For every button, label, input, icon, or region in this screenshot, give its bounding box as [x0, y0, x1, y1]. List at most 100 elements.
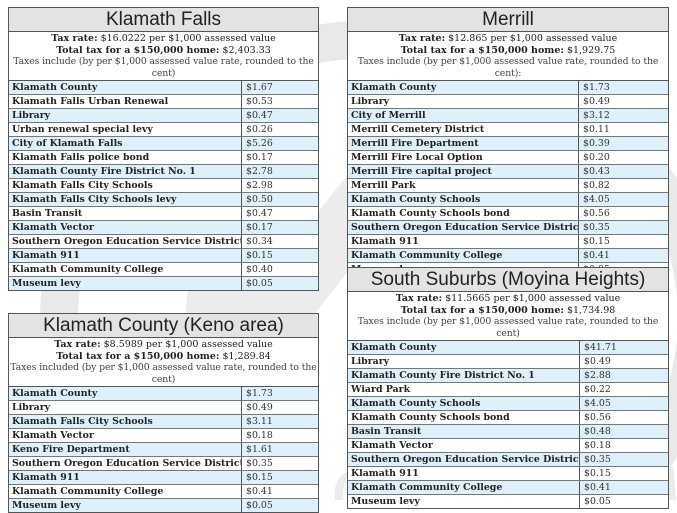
tax-rows: Klamath County $1.73 Library $0.49 Klamath F… — [9, 387, 318, 512]
table-row: Merrill Park $0.82 — [348, 179, 668, 193]
total-tax-value: $2,403.33 — [219, 44, 271, 56]
table-row: Klamath County Fire District No. 1 $2.88 — [348, 369, 668, 383]
table-row: Klamath County Schools bond $0.56 — [348, 207, 668, 221]
table-row: City of Merrill $3.12 — [348, 109, 668, 123]
taxing-district-name: Southern Oregon Education Service Distri… — [348, 453, 580, 466]
taxing-district-name: City of Merrill — [348, 109, 579, 122]
table-row: Klamath 911 $0.15 — [9, 249, 318, 263]
tax-rows: Klamath County $1.67 Klamath Falls Urban R… — [9, 81, 318, 290]
taxing-district-name: Merrill Fire Department — [348, 137, 579, 150]
taxing-district-name: Klamath County Schools — [348, 193, 579, 206]
tax-rate-label: Tax rate: — [398, 33, 446, 44]
taxing-district-name: Klamath Community College — [348, 249, 579, 262]
taxing-district-name: Klamath County Schools bond — [348, 411, 580, 424]
table-row: Southern Oregon Education Service Distri… — [9, 235, 318, 249]
taxing-district-name: Wiard Park — [348, 383, 580, 396]
tax-rate-amount: $0.34 — [246, 236, 273, 247]
table-keno-area: Klamath County (Keno area) Tax rate: $8.… — [8, 313, 319, 513]
total-tax-value: $1,929.75 — [563, 44, 616, 56]
taxing-district-name: Library — [348, 95, 579, 108]
tax-summary: Tax rate: $8.5989 per $1,000 assessed va… — [9, 338, 318, 387]
table-row: Klamath County Schools $4.05 — [348, 397, 668, 411]
tax-rate-amount: $0.82 — [583, 180, 610, 191]
table-row: Southern Oregon Education Service Distri… — [348, 453, 668, 467]
tax-rate-amount: $0.41 — [246, 486, 273, 497]
tax-rate-amount: $0.05 — [584, 496, 611, 507]
taxing-district-name: Klamath County — [348, 341, 580, 354]
taxing-district-name: Basin Transit — [9, 207, 242, 220]
taxing-district-name: Museum levy — [348, 495, 580, 508]
tax-rate-amount: $0.35 — [246, 458, 273, 469]
tax-rate-amount: $0.49 — [583, 96, 610, 107]
tax-rate-label: Tax rate: — [51, 33, 98, 44]
tax-rows: Klamath County $1.73 Library $0.49 City of M… — [348, 81, 668, 276]
table-row: Keno Fire Department $1.61 — [9, 443, 318, 457]
table-row: City of Klamath Falls $5.26 — [9, 137, 318, 151]
table-title: Klamath Falls — [9, 8, 318, 32]
taxes-note: Taxes include (by per $1,000 assessed va… — [13, 56, 314, 79]
table-row: Basin Transit $0.48 — [348, 425, 668, 439]
taxing-district-name: Klamath Community College — [9, 485, 242, 498]
taxing-district-name: Basin Transit — [348, 425, 580, 438]
tax-rate-amount: $2.98 — [246, 180, 273, 191]
table-row: Wiard Park $0.22 — [348, 383, 668, 397]
table-row: Klamath County Schools $4.05 — [348, 193, 668, 207]
tax-rate-amount: $3.12 — [583, 110, 610, 121]
taxing-district-name: Klamath 911 — [9, 471, 242, 484]
tax-rate-amount: $0.15 — [583, 236, 610, 247]
table-row: Southern Oregon Education Service Distri… — [9, 457, 318, 471]
taxing-district-name: Klamath County Schools bond — [348, 207, 579, 220]
table-row: Klamath 911 $0.15 — [348, 467, 668, 481]
taxing-district-name: Museum levy — [9, 499, 242, 512]
taxing-district-name: Merrill Park — [348, 179, 579, 192]
taxing-district-name: Klamath Falls City Schools — [9, 179, 242, 192]
tax-rate-amount: $0.17 — [246, 152, 273, 163]
taxing-district-name: Merrill Cemetery District — [348, 123, 579, 136]
taxing-district-name: Klamath Vector — [348, 439, 580, 452]
taxing-district-name: Library — [348, 355, 580, 368]
taxing-district-name: Klamath 911 — [9, 249, 242, 262]
table-row: Klamath County $1.67 — [9, 81, 318, 95]
tax-rate-amount: $0.47 — [246, 110, 273, 121]
taxing-district-name: Klamath County Fire District No. 1 — [9, 165, 242, 178]
tax-summary: Tax rate: $12.865 per $1,000 assessed va… — [348, 32, 668, 81]
taxing-district-name: Klamath County Fire District No. 1 — [348, 369, 580, 382]
taxing-district-name: Klamath County — [9, 387, 242, 400]
taxes-note: Taxes include (by per $1,000 assessed va… — [357, 316, 659, 339]
table-row: Library $0.49 — [9, 401, 318, 415]
table-row: Klamath 911 $0.15 — [348, 235, 668, 249]
tax-rate-amount: $0.39 — [583, 138, 610, 149]
taxing-district-name: Klamath County Schools — [348, 397, 580, 410]
tax-rate-amount: $0.56 — [584, 412, 611, 423]
tax-rate-amount: $0.56 — [583, 208, 610, 219]
taxing-district-name: Southern Oregon Education Service Distri… — [348, 221, 579, 234]
tax-rate-amount: $0.35 — [583, 222, 610, 233]
tax-rate-value: $11.5665 per $1,000 assessed value — [442, 293, 621, 304]
tax-rate-amount: $0.35 — [584, 454, 611, 465]
tax-rate-amount: $0.15 — [584, 468, 611, 479]
tax-rate-amount: $0.49 — [246, 402, 273, 413]
tax-rate-amount: $0.53 — [246, 96, 273, 107]
table-row: Klamath Falls City Schools $2.98 — [9, 179, 318, 193]
total-tax-label: Total tax for a $150,000 home: — [400, 44, 564, 56]
taxing-district-name: Klamath Vector — [9, 429, 242, 442]
table-row: Klamath Community College $0.41 — [348, 481, 668, 495]
taxing-district-name: Museum levy — [9, 277, 242, 290]
table-row: Klamath Vector $0.18 — [348, 439, 668, 453]
tax-rate-amount: $0.15 — [246, 472, 273, 483]
taxing-district-name: Klamath County — [9, 81, 242, 94]
tax-rate-amount: $0.22 — [584, 384, 611, 395]
taxing-district-name: Klamath Community College — [348, 481, 580, 494]
table-row: Klamath County $41.71 — [348, 341, 668, 355]
taxing-district-name: Klamath 911 — [348, 235, 579, 248]
tax-rate-amount: $0.15 — [246, 250, 273, 261]
table-row: Basin Transit $0.47 — [9, 207, 318, 221]
table-row: Klamath Vector $0.17 — [9, 221, 318, 235]
table-row: Klamath 911 $0.15 — [9, 471, 318, 485]
taxing-district-name: Southern Oregon Education Service Distri… — [9, 235, 242, 248]
tax-rate-amount: $0.49 — [584, 356, 611, 367]
taxing-district-name: Urban renewal special levy — [9, 123, 242, 136]
table-row: Klamath Community College $0.40 — [9, 263, 318, 277]
table-row: Merrill Fire Department $0.39 — [348, 137, 668, 151]
tax-rate-amount: $0.48 — [584, 426, 611, 437]
